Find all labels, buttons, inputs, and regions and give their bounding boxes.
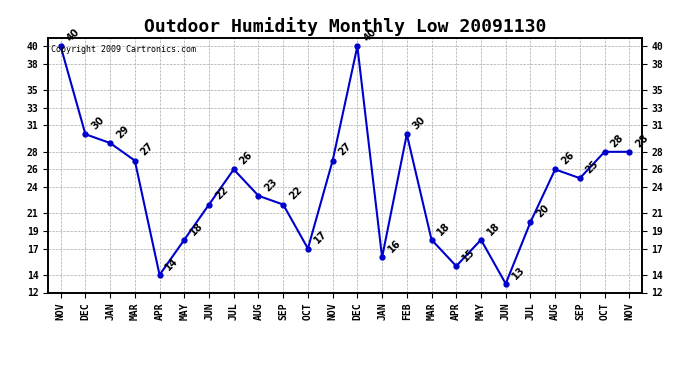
Text: 17: 17 — [312, 229, 328, 246]
Text: 28: 28 — [633, 132, 650, 149]
Text: 23: 23 — [263, 176, 279, 193]
Text: 40: 40 — [65, 27, 81, 44]
Text: 29: 29 — [115, 124, 131, 140]
Text: 18: 18 — [485, 220, 502, 237]
Text: 13: 13 — [510, 264, 526, 281]
Text: 30: 30 — [411, 115, 428, 132]
Text: 18: 18 — [435, 220, 453, 237]
Text: 40: 40 — [362, 27, 378, 44]
Text: 26: 26 — [560, 150, 576, 166]
Text: 26: 26 — [238, 150, 255, 166]
Title: Outdoor Humidity Monthly Low 20091130: Outdoor Humidity Monthly Low 20091130 — [144, 17, 546, 36]
Text: 16: 16 — [386, 238, 403, 255]
Text: 25: 25 — [584, 159, 601, 176]
Text: 20: 20 — [535, 203, 551, 219]
Text: 22: 22 — [287, 185, 304, 202]
Text: 27: 27 — [139, 141, 156, 158]
Text: Copyright 2009 Cartronics.com: Copyright 2009 Cartronics.com — [51, 45, 196, 54]
Text: 18: 18 — [188, 220, 205, 237]
Text: 22: 22 — [213, 185, 230, 202]
Text: 28: 28 — [609, 132, 625, 149]
Text: 27: 27 — [337, 141, 353, 158]
Text: 14: 14 — [164, 255, 180, 272]
Text: 30: 30 — [90, 115, 106, 132]
Text: 15: 15 — [460, 247, 477, 263]
